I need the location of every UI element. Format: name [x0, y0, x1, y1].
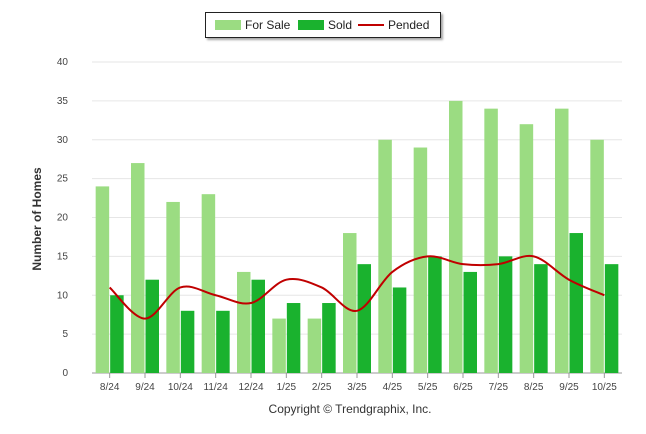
- x-tick-label: 6/25: [453, 382, 473, 393]
- bar-sold: [286, 303, 301, 373]
- bar-for-sale: [237, 271, 251, 373]
- bar-sold: [569, 233, 583, 373]
- copyright-footer: Copyright © Trendgraphix, Inc.: [268, 402, 432, 416]
- y-tick-label: 25: [57, 174, 69, 185]
- bar-sold: [534, 264, 548, 373]
- bar-sold: [251, 279, 265, 373]
- legend: For Sale Sold Pended: [205, 12, 441, 38]
- x-tick-label: 8/25: [524, 382, 544, 393]
- x-tick-label: 4/25: [383, 382, 403, 393]
- bar-for-sale: [519, 124, 534, 373]
- x-tick-label: 7/25: [489, 382, 509, 393]
- x-tick-label: 11/24: [204, 382, 229, 393]
- x-tick-label: 3/25: [347, 382, 367, 393]
- legend-item-sold[interactable]: Sold: [298, 19, 352, 32]
- legend-swatch-pended: [358, 24, 384, 26]
- bar-for-sale: [131, 163, 145, 373]
- y-tick-label: 40: [57, 57, 69, 68]
- bar-for-sale: [201, 194, 216, 373]
- bar-for-sale: [343, 233, 357, 373]
- y-tick-label: 30: [57, 135, 69, 146]
- bar-for-sale: [95, 186, 110, 373]
- y-tick-label: 20: [57, 213, 69, 224]
- bar-sold: [463, 271, 477, 373]
- bar-for-sale: [449, 100, 463, 373]
- bar-sold: [216, 310, 230, 373]
- y-axis-title: Number of Homes: [30, 167, 44, 271]
- x-tick-label: 5/25: [418, 382, 438, 393]
- bar-for-sale: [555, 108, 569, 374]
- legend-label-pended: Pended: [388, 18, 430, 32]
- bar-sold: [322, 303, 336, 373]
- y-tick-label: 10: [57, 290, 69, 301]
- legend-swatch-sold: [298, 20, 324, 30]
- bar-for-sale: [166, 201, 180, 373]
- line-pended: [108, 254, 605, 320]
- bar-sold: [428, 256, 442, 373]
- bar-sold: [110, 295, 124, 373]
- x-tick-label: 9/24: [135, 382, 155, 393]
- x-tick-label: 12/24: [238, 382, 263, 393]
- x-tick-label: 9/25: [559, 382, 579, 393]
- y-tick-label: 0: [62, 368, 68, 379]
- legend-item-pended[interactable]: Pended: [358, 19, 429, 32]
- legend-swatch-for-sale: [215, 20, 241, 30]
- bar-for-sale: [484, 108, 498, 374]
- y-tick-label: 5: [62, 329, 68, 340]
- legend-label-for-sale: For Sale: [245, 18, 291, 32]
- bar-sold: [180, 310, 195, 373]
- bar-sold: [498, 256, 513, 373]
- x-tick-label: 1/25: [277, 382, 297, 393]
- bar-for-sale: [307, 318, 322, 373]
- x-tick-label: 2/25: [312, 382, 332, 393]
- x-tick-label: 10/25: [592, 382, 617, 393]
- bar-for-sale: [413, 147, 428, 373]
- y-tick-label: 15: [57, 251, 69, 262]
- bar-sold: [357, 264, 371, 373]
- bar-sold: [145, 279, 159, 373]
- bar-for-sale: [272, 318, 286, 373]
- legend-label-sold: Sold: [328, 18, 353, 32]
- x-tick-label: 8/24: [100, 382, 120, 393]
- bar-sold: [392, 287, 407, 373]
- bar-sold: [604, 264, 619, 373]
- x-tick-label: 10/24: [168, 382, 193, 393]
- bar-for-sale: [378, 139, 392, 373]
- bar-for-sale: [590, 139, 604, 373]
- legend-item-for-sale[interactable]: For Sale: [215, 19, 290, 32]
- y-tick-label: 35: [57, 96, 69, 107]
